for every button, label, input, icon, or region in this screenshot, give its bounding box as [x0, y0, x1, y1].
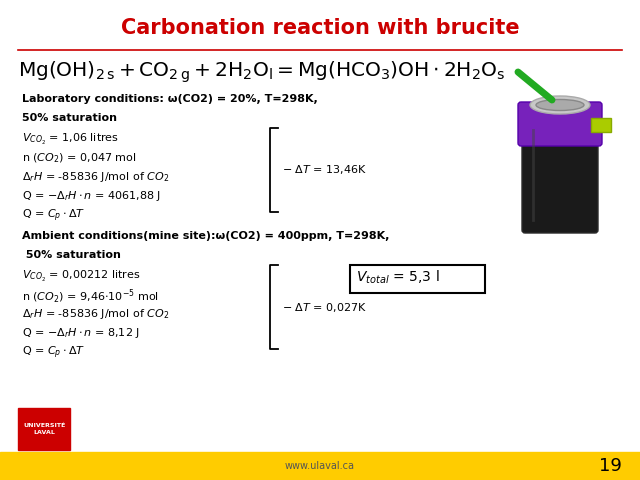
Text: $V_{CO_2}$ = 1,06 litres: $V_{CO_2}$ = 1,06 litres [22, 132, 119, 147]
Text: $V_{total}$ = 5,3 l: $V_{total}$ = 5,3 l [356, 269, 440, 286]
Text: $\Delta_r H$ = -85836 J/mol of $CO_2$: $\Delta_r H$ = -85836 J/mol of $CO_2$ [22, 170, 169, 184]
Text: www.ulaval.ca: www.ulaval.ca [285, 461, 355, 471]
Bar [350, 264, 485, 292]
Text: Laboratory conditions: ω(CO2) = 20%, T=298K,: Laboratory conditions: ω(CO2) = 20%, T=2… [22, 94, 317, 104]
Text: Q = $C_p\cdot\Delta T$: Q = $C_p\cdot\Delta T$ [22, 208, 85, 225]
Text: Carbonation reaction with brucite: Carbonation reaction with brucite [121, 18, 519, 38]
Text: $-$ $\Delta T$ = 13,46K: $-$ $\Delta T$ = 13,46K [282, 164, 367, 177]
Bar [0, 452, 640, 480]
Bar [18, 408, 70, 450]
Bar [591, 118, 611, 132]
Text: Q = $C_p\cdot\Delta T$: Q = $C_p\cdot\Delta T$ [22, 345, 85, 361]
Text: Q = $-\Delta_r H\cdot n$ = 8,12 J: Q = $-\Delta_r H\cdot n$ = 8,12 J [22, 326, 140, 340]
Ellipse shape [530, 96, 590, 114]
Text: n $(CO_2)$ = 0,047 mol: n $(CO_2)$ = 0,047 mol [22, 151, 136, 165]
FancyBboxPatch shape [518, 102, 602, 146]
FancyBboxPatch shape [522, 107, 598, 233]
Text: 19: 19 [598, 457, 621, 475]
Text: 50% saturation: 50% saturation [22, 250, 121, 260]
Text: UNIVERSITÉ
LAVAL: UNIVERSITÉ LAVAL [23, 423, 65, 434]
Text: n $(CO_2)$ = 9,46$\cdot 10^{-5}$ mol: n $(CO_2)$ = 9,46$\cdot 10^{-5}$ mol [22, 288, 159, 306]
Text: $\Delta_r H$ = -85836 J/mol of $CO_2$: $\Delta_r H$ = -85836 J/mol of $CO_2$ [22, 307, 169, 321]
Text: $\rm Mg(OH)_{2\,s} + CO_{2\,g} + 2H_2O_l = Mg(HCO_3)OH \cdot 2H_2O_s$: $\rm Mg(OH)_{2\,s} + CO_{2\,g} + 2H_2O_l… [18, 59, 506, 85]
Text: 50% saturation: 50% saturation [22, 113, 117, 123]
Text: Ambient conditions(mine site):ω(CO2) = 400ppm, T=298K,: Ambient conditions(mine site):ω(CO2) = 4… [22, 231, 389, 241]
Text: $V_{CO_2}$ = 0,00212 litres: $V_{CO_2}$ = 0,00212 litres [22, 269, 140, 284]
Ellipse shape [536, 99, 584, 110]
Text: $-$ $\Delta T$ = 0,027K: $-$ $\Delta T$ = 0,027K [282, 300, 367, 313]
Text: Q = $-\Delta_r H\cdot n$ = 4061,88 J: Q = $-\Delta_r H\cdot n$ = 4061,88 J [22, 189, 161, 203]
